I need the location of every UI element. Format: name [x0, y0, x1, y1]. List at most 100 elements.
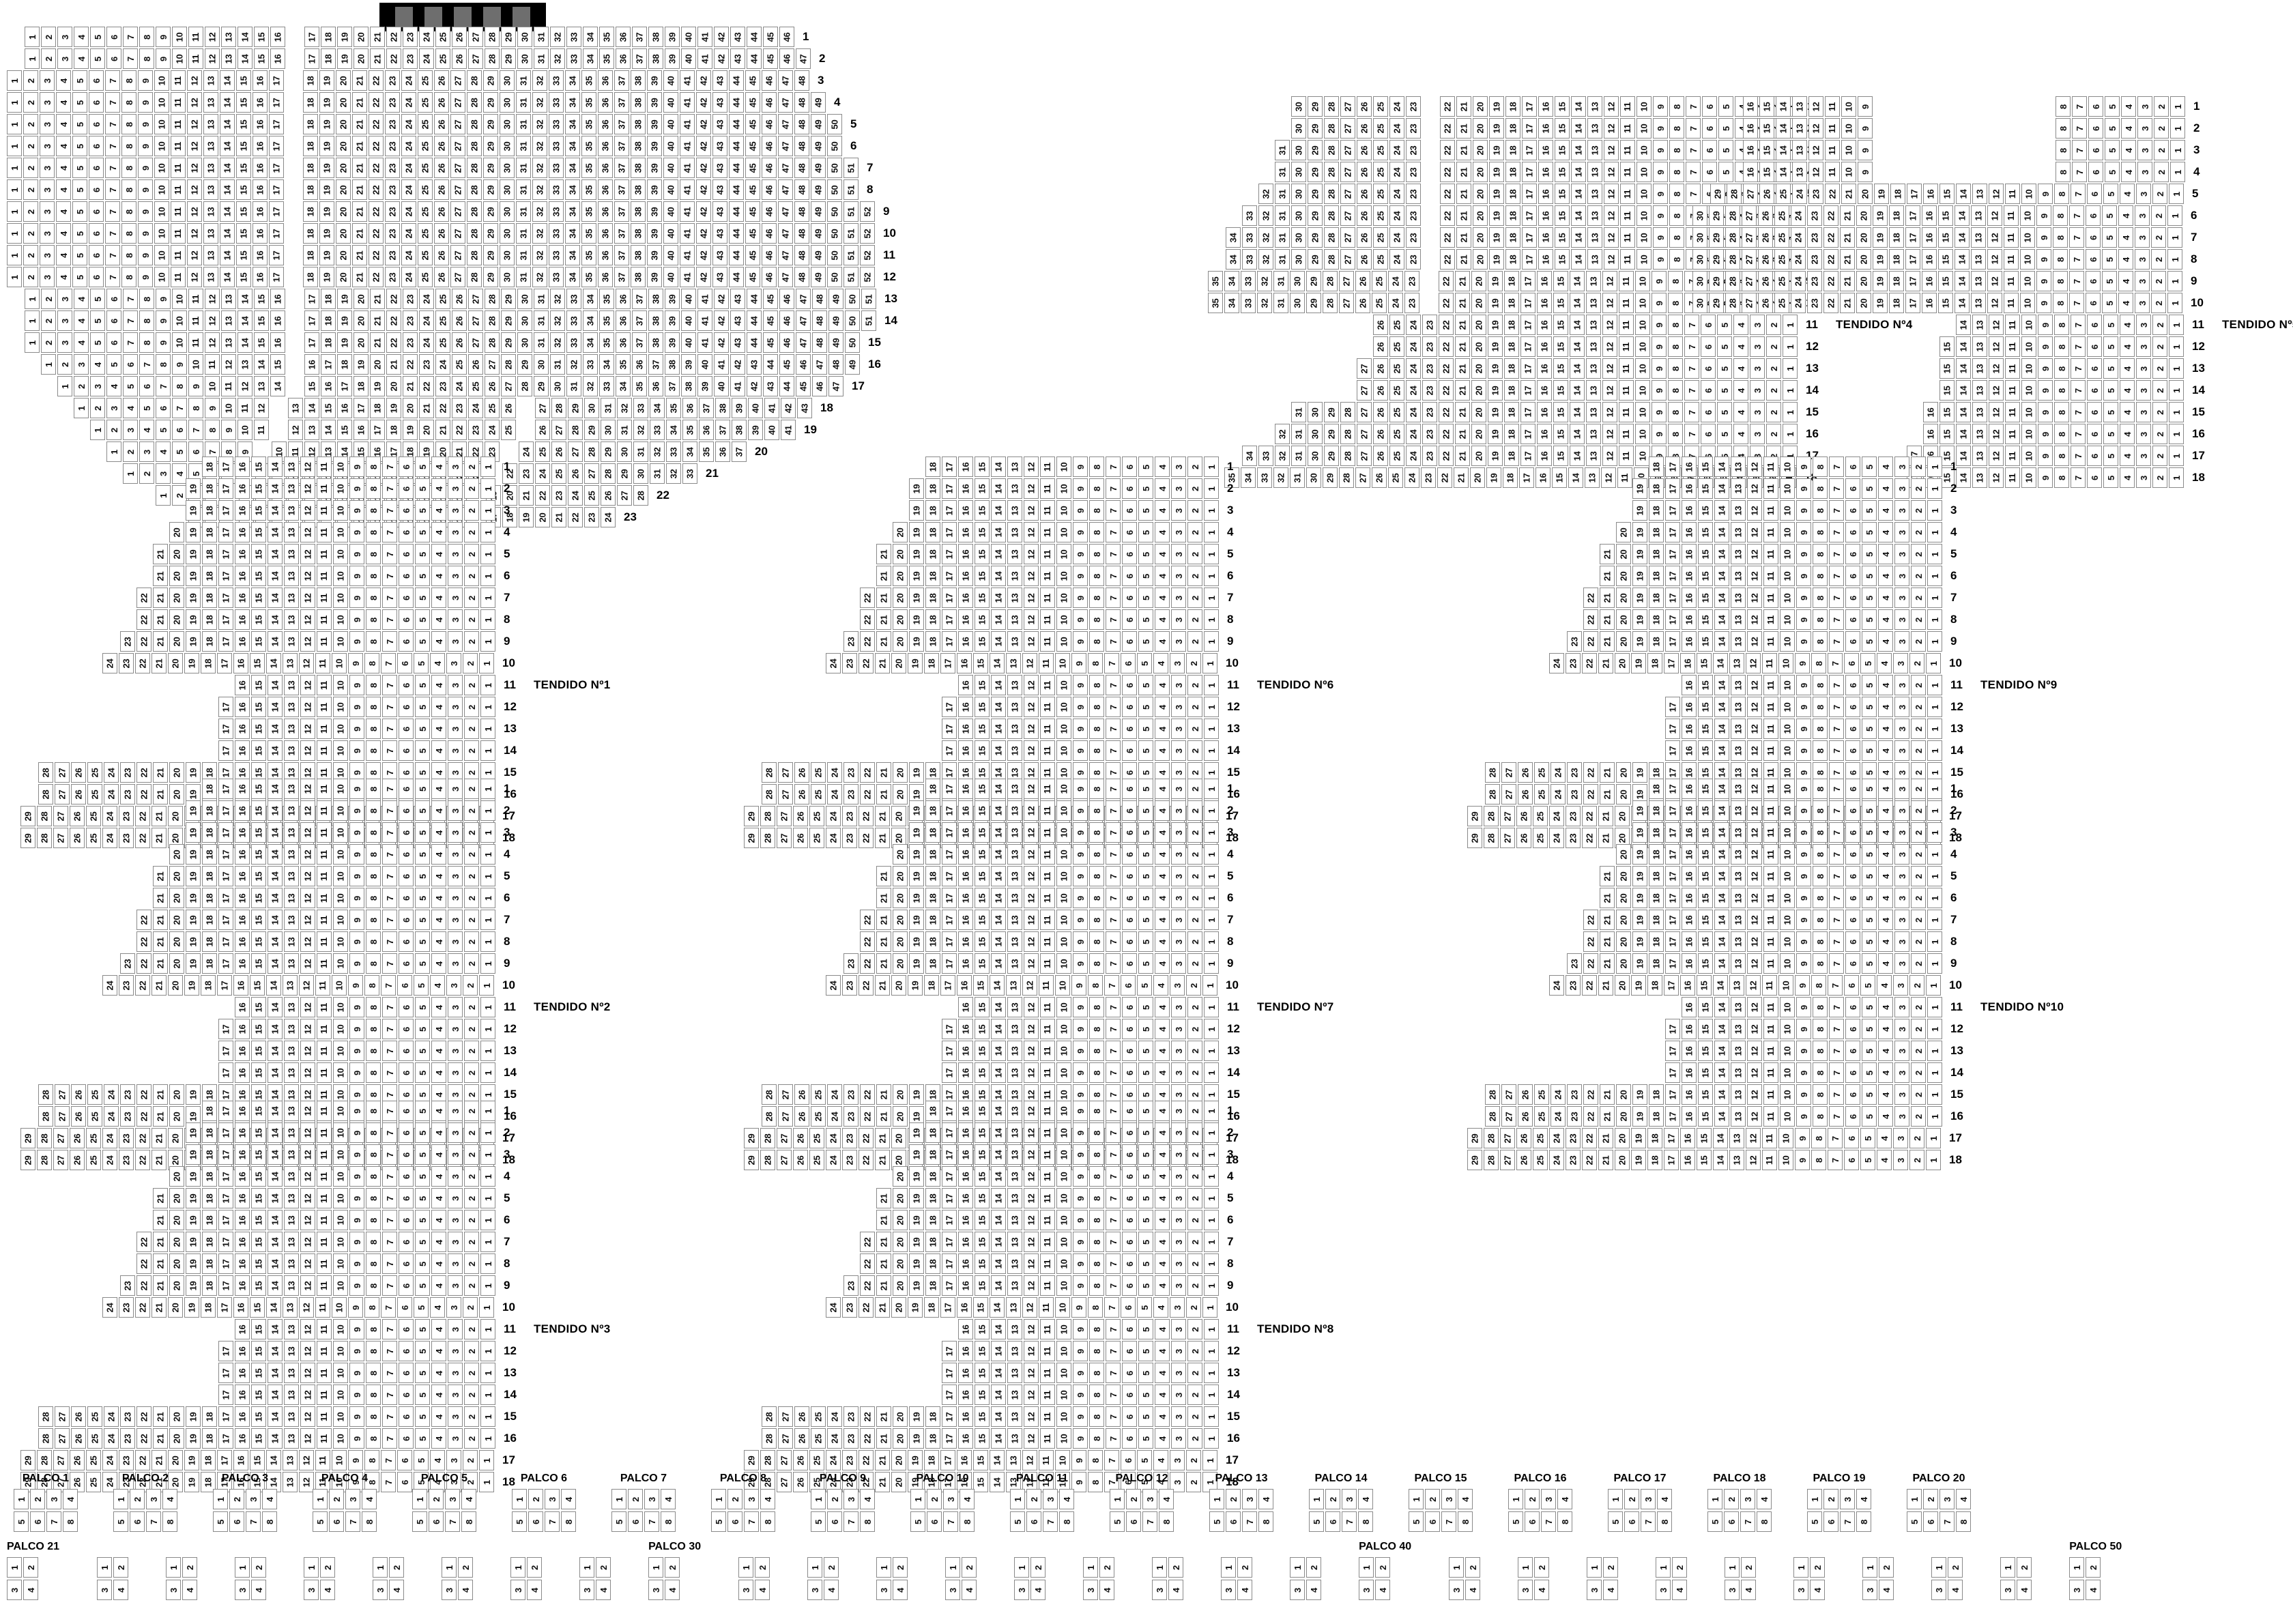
seat[interactable]: 13 — [1007, 719, 1022, 739]
seat[interactable]: 42 — [696, 179, 711, 200]
seat[interactable]: 13 — [203, 92, 218, 113]
seat[interactable]: 21 — [153, 888, 168, 908]
seat[interactable]: 36 — [598, 158, 613, 178]
seat[interactable]: 28 — [1324, 118, 1339, 139]
seat[interactable]: 42 — [696, 70, 711, 91]
seat[interactable]: 24 — [401, 179, 416, 200]
seat[interactable]: 11 — [1040, 844, 1055, 865]
seat[interactable]: 45 — [745, 245, 760, 265]
seat[interactable]: 9 — [2038, 446, 2053, 466]
seat[interactable]: 21 — [551, 507, 566, 527]
seat[interactable]: 2 — [464, 544, 479, 564]
seat[interactable]: 1 — [7, 92, 22, 113]
seat[interactable]: 1 — [1204, 675, 1219, 695]
seat[interactable]: 44 — [747, 289, 762, 309]
seat[interactable]: 4 — [431, 1319, 446, 1339]
seat[interactable]: 39 — [647, 201, 662, 222]
seat[interactable]: 37 — [715, 420, 730, 440]
seat[interactable]: 9 — [1073, 1210, 1088, 1230]
seat[interactable]: 15 — [975, 1384, 990, 1405]
seat[interactable]: 14 — [268, 544, 283, 564]
seat[interactable]: 6 — [89, 158, 104, 178]
seat[interactable]: 25 — [811, 1406, 826, 1427]
seat[interactable]: 8 — [1089, 1406, 1104, 1427]
seat[interactable]: 5 — [1138, 888, 1153, 908]
seat[interactable]: 2 — [1187, 931, 1202, 952]
seat[interactable]: 11 — [317, 522, 332, 542]
seat[interactable]: 22 — [452, 420, 467, 440]
seat[interactable]: 33 — [549, 245, 564, 265]
seat[interactable]: 12 — [1747, 522, 1762, 542]
seat[interactable]: 11 — [317, 1041, 332, 1061]
seat[interactable]: 10 — [1056, 1253, 1071, 1274]
seat[interactable]: 27 — [1340, 249, 1355, 270]
seat[interactable]: 18 — [202, 822, 217, 843]
seat[interactable]: 6 — [1122, 866, 1137, 886]
seat[interactable]: 3 — [1171, 478, 1186, 499]
seat[interactable]: 15 — [1759, 118, 1774, 139]
seat[interactable]: 1 — [1202, 1297, 1217, 1318]
seat[interactable]: 11 — [1040, 1210, 1055, 1230]
seat[interactable]: 13 — [1586, 271, 1601, 291]
seat[interactable]: 2 — [2151, 227, 2166, 248]
seat[interactable]: 30 — [500, 70, 515, 91]
seat[interactable]: 9 — [349, 779, 364, 799]
seat[interactable]: 11 — [1040, 800, 1055, 821]
seat[interactable]: 6 — [2086, 271, 2101, 291]
seat[interactable]: 20 — [1471, 336, 1486, 357]
seat[interactable]: 16 — [958, 1428, 973, 1449]
seat[interactable]: 6 — [399, 953, 414, 974]
seat[interactable]: 11 — [2004, 227, 2019, 248]
seat[interactable]: 31 — [534, 289, 549, 309]
seat[interactable]: 2 — [464, 478, 479, 499]
seat[interactable]: 12 — [300, 1188, 315, 1208]
seat[interactable]: 8 — [366, 566, 381, 586]
seat[interactable]: 16 — [235, 1363, 250, 1383]
seat[interactable]: 17 — [942, 1275, 957, 1296]
seat[interactable]: 17 — [218, 566, 233, 586]
seat[interactable]: 19 — [1488, 402, 1503, 422]
seat[interactable]: 27 — [1742, 227, 1757, 248]
seat[interactable]: 11 — [2004, 271, 2019, 291]
seat[interactable]: 2 — [1187, 500, 1202, 521]
seat[interactable]: 4 — [1155, 800, 1170, 821]
seat[interactable]: 43 — [712, 114, 727, 134]
seat[interactable]: 5 — [1862, 544, 1877, 564]
seat[interactable]: 15 — [1555, 118, 1570, 139]
seat[interactable]: 10 — [1636, 96, 1652, 117]
seat[interactable]: 13 — [1586, 336, 1601, 357]
seat[interactable]: 7 — [1106, 910, 1121, 930]
seat[interactable]: 29 — [1306, 293, 1321, 313]
seat[interactable]: 3 — [1894, 500, 1909, 521]
seat[interactable]: 12 — [1024, 1101, 1039, 1121]
seat[interactable]: 2 — [464, 1363, 479, 1383]
seat[interactable]: 18 — [924, 1297, 939, 1318]
seat[interactable]: 27 — [450, 158, 465, 178]
seat[interactable]: 9 — [138, 70, 153, 91]
seat[interactable]: 5 — [415, 719, 430, 739]
seat[interactable]: 12 — [1024, 456, 1039, 477]
seat[interactable]: 30 — [500, 136, 515, 156]
seat[interactable]: 16 — [958, 1019, 973, 1039]
seat[interactable]: 10 — [1636, 118, 1652, 139]
seat[interactable]: 17 — [304, 48, 319, 69]
seat[interactable]: 29 — [501, 289, 516, 309]
seat[interactable]: 16 — [1537, 402, 1552, 422]
seat[interactable]: 13 — [283, 1297, 298, 1318]
seat[interactable]: 42 — [714, 48, 729, 69]
seat[interactable]: 8 — [366, 1275, 381, 1296]
seat[interactable]: 8 — [121, 267, 136, 287]
seat[interactable]: 12 — [1024, 609, 1039, 630]
seat[interactable]: 10 — [333, 931, 348, 952]
seat[interactable]: 12 — [1602, 424, 1617, 444]
seat[interactable]: 1 — [480, 1019, 495, 1039]
seat[interactable]: 7 — [382, 478, 397, 499]
seat[interactable]: 22 — [369, 267, 384, 287]
seat[interactable]: 14 — [220, 201, 235, 222]
seat[interactable]: 9 — [349, 719, 364, 739]
seat[interactable]: 6 — [1122, 1341, 1137, 1361]
seat[interactable]: 19 — [184, 1450, 199, 1470]
seat[interactable]: 4 — [1155, 1319, 1170, 1339]
seat[interactable]: 42 — [696, 158, 711, 178]
seat[interactable]: 13 — [221, 48, 236, 69]
